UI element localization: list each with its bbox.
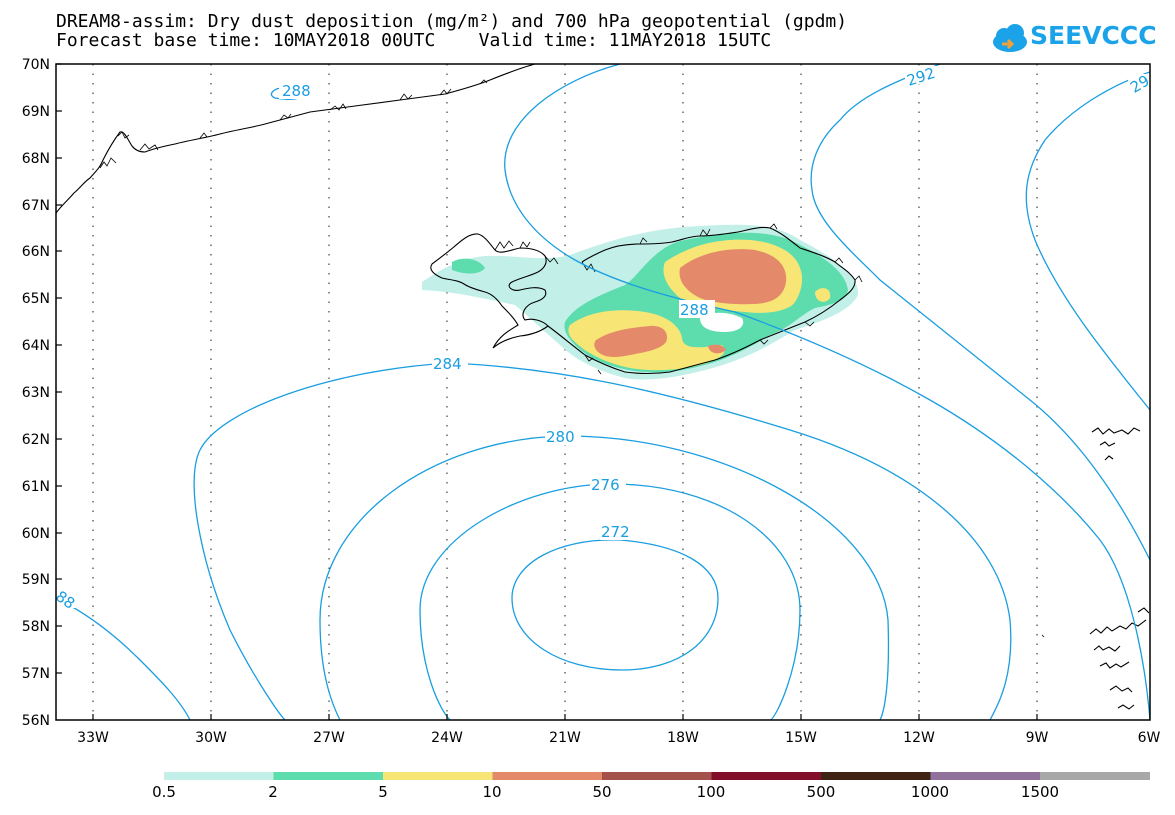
contour-288-main	[504, 64, 1150, 720]
lat-label: 63N	[22, 385, 50, 401]
colorbar-label: 1500	[1020, 783, 1060, 801]
tick-marks	[56, 63, 1038, 720]
contour-labels: 288 292 29 288 284 280 276 272 88	[56, 64, 1153, 613]
graticule	[92, 64, 1038, 720]
lat-label: 60N	[22, 526, 50, 542]
lat-label: 66N	[22, 244, 50, 260]
dust-level-10	[594, 249, 787, 357]
scotland-coast	[1089, 427, 1150, 710]
lat-label: 62N	[22, 432, 50, 448]
lon-label: 21W	[549, 730, 581, 746]
coastlines	[56, 64, 1150, 710]
contour-272	[511, 539, 719, 671]
lat-label: 58N	[22, 619, 50, 635]
contour-296	[1025, 71, 1150, 411]
lat-label: 70N	[22, 57, 50, 73]
dust-deposition-shading	[422, 224, 859, 380]
colorbar-label: 5	[378, 783, 388, 801]
lon-label: 27W	[313, 730, 345, 746]
lon-label: 30W	[195, 730, 227, 746]
label-288-top: 288	[282, 82, 311, 100]
contour-276	[419, 483, 801, 720]
lon-label: 12W	[903, 730, 935, 746]
contour-292	[810, 64, 1150, 561]
lon-label: 33W	[77, 730, 109, 746]
iceland-coast-detail	[494, 223, 863, 375]
label-276: 276	[591, 476, 620, 494]
lat-label: 67N	[22, 198, 50, 214]
seevccc-logo	[993, 24, 1027, 52]
colorbar	[164, 772, 1150, 780]
contour-284	[193, 362, 1012, 720]
lon-label: 9W	[1026, 730, 1049, 746]
chart-title: DREAM8-assim: Dry dust deposition (mg/m²…	[56, 11, 848, 32]
label-288-center: 288	[680, 301, 709, 319]
chart-subtitle: Forecast base time: 10MAY2018 00UTC Vali…	[56, 30, 772, 51]
lon-label: 24W	[431, 730, 463, 746]
geopotential-contours	[56, 64, 1150, 720]
label-284: 284	[433, 355, 462, 373]
lat-label: 65N	[22, 291, 50, 307]
lat-label: 68N	[22, 151, 50, 167]
colorbar-swatch	[821, 772, 931, 780]
lat-labels: 70N 69N 68N 67N 66N 65N 64N 63N 62N 61N …	[22, 57, 50, 729]
lat-label: 64N	[22, 338, 50, 354]
colorbar-label: 2	[268, 783, 278, 801]
lat-label: 69N	[22, 104, 50, 120]
colorbar-label: 10	[482, 783, 502, 801]
colorbar-swatch	[711, 772, 822, 780]
iceland-coast-east	[547, 226, 856, 375]
lat-label: 56N	[22, 713, 50, 729]
lon-labels: 33W 30W 27W 24W 21W 18W 15W 12W 9W 6W	[77, 730, 1160, 746]
colorbar-label: 0.5	[152, 783, 176, 801]
lon-label: 18W	[667, 730, 699, 746]
label-272: 272	[601, 523, 630, 541]
colorbar-swatch	[164, 772, 274, 780]
colorbar-label: 50	[592, 783, 612, 801]
lon-label: 15W	[785, 730, 817, 746]
lon-label: 6W	[1138, 730, 1161, 746]
colorbar-swatch	[1040, 772, 1150, 780]
small-island	[1041, 634, 1045, 638]
contour-288-left	[56, 597, 191, 720]
colorbar-swatch	[930, 772, 1041, 780]
colorbar-swatch	[273, 772, 384, 780]
colorbar-swatch	[492, 772, 603, 780]
colorbar-label: 500	[806, 783, 836, 801]
label-280: 280	[546, 428, 575, 446]
logo-text: SEEVCCC	[1030, 21, 1157, 50]
lat-label: 57N	[22, 666, 50, 682]
colorbar-label: 1000	[910, 783, 950, 801]
lat-label: 61N	[22, 479, 50, 495]
colorbar-swatch	[602, 772, 712, 780]
label-29-edge: 29	[1127, 72, 1153, 97]
cloud-icon	[993, 24, 1027, 52]
contour-280	[319, 435, 890, 720]
colorbar-label: 100	[696, 783, 726, 801]
map-frame	[55, 63, 1151, 721]
colorbar-swatch	[383, 772, 493, 780]
greenland-coast-detail	[99, 79, 488, 169]
greenland-coast	[56, 64, 536, 214]
lat-label: 59N	[22, 572, 50, 588]
